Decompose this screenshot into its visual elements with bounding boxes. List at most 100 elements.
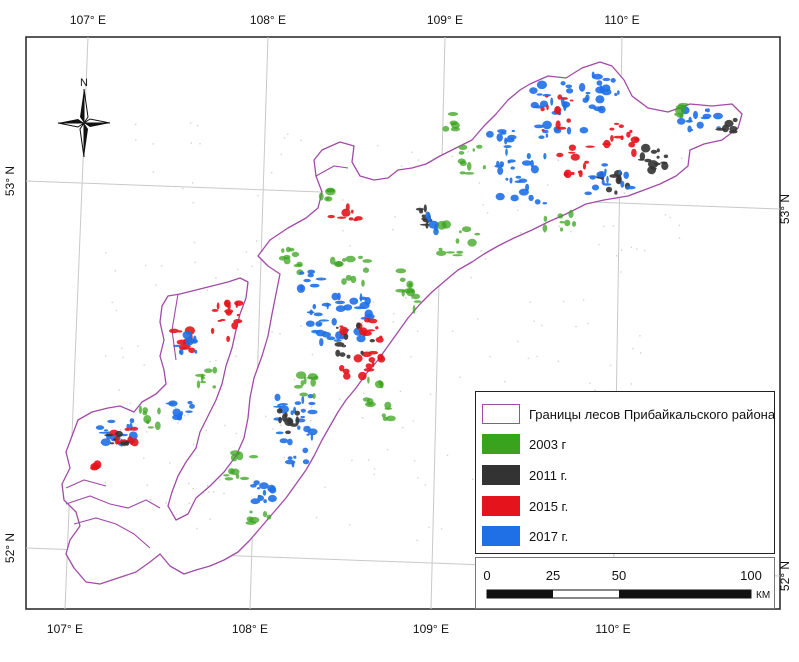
- background-speck: [484, 258, 487, 260]
- legend-label: Границы лесов Прибайкальского района: [529, 406, 776, 422]
- disturbance-patch: [210, 327, 215, 334]
- background-speck: [648, 146, 651, 148]
- background-speck: [582, 299, 585, 301]
- disturbance-patch: [288, 247, 295, 252]
- disturbance-patch: [195, 373, 206, 377]
- disturbance-patch: [610, 78, 616, 83]
- background-speck: [119, 429, 122, 431]
- disturbance-patch: [273, 405, 284, 408]
- disturbance-patch: [315, 277, 327, 281]
- disturbance-patch: [625, 185, 636, 190]
- background-speck: [245, 251, 248, 253]
- disturbance-patch: [367, 376, 370, 384]
- disturbance-patch: [249, 510, 253, 514]
- background-speck: [235, 432, 237, 435]
- background-speck: [205, 429, 207, 432]
- disturbance-patch: [609, 127, 615, 131]
- disturbance-patch: [185, 410, 193, 414]
- disturbance-patch: [554, 106, 562, 115]
- boundary-cut-2: [73, 517, 151, 549]
- background-speck: [184, 414, 186, 417]
- disturbance-patch: [187, 400, 193, 405]
- disturbance-patch: [560, 227, 563, 232]
- disturbance-patch: [696, 121, 704, 129]
- disturbance-patch: [374, 380, 384, 389]
- disturbance-patch: [510, 166, 515, 170]
- background-speck: [446, 454, 449, 457]
- background-speck: [174, 407, 177, 409]
- scale-unit: КМ: [756, 590, 770, 601]
- background-speck: [194, 261, 196, 264]
- disturbance-patch: [550, 97, 554, 106]
- disturbance-patch: [557, 94, 563, 100]
- background-speck: [373, 473, 375, 476]
- disturbance-patch: [623, 171, 629, 179]
- disturbance-patch: [458, 151, 465, 155]
- disturbance-patch: [564, 219, 571, 227]
- disturbance-patch: [441, 220, 451, 229]
- disturbance-patch: [585, 91, 591, 95]
- disturbance-patch: [647, 160, 659, 169]
- background-speck: [324, 486, 326, 489]
- disturbance-patch: [732, 117, 738, 123]
- background-speck: [143, 457, 145, 459]
- disturbance-patch: [267, 484, 276, 493]
- background-speck: [544, 231, 546, 233]
- disturbance-patch: [601, 179, 605, 185]
- background-speck: [411, 151, 413, 153]
- disturbance-patch: [335, 326, 339, 329]
- top-lon-label-109: 109° E: [427, 13, 463, 27]
- disturbance-patch: [276, 408, 283, 414]
- disturbance-patch: [359, 327, 368, 336]
- background-speck: [300, 139, 302, 142]
- disturbance-patch: [299, 271, 305, 275]
- background-speck: [411, 298, 413, 300]
- disturbance-patch: [194, 349, 198, 354]
- disturbance-patch: [310, 433, 314, 441]
- legend-swatch-2017: [482, 526, 520, 546]
- background-speck: [547, 184, 549, 186]
- top-lon-label-108: 108° E: [250, 13, 286, 27]
- background-speck: [224, 424, 226, 427]
- background-speck: [271, 331, 273, 333]
- disturbance-patch: [306, 433, 310, 436]
- background-speck: [533, 320, 535, 322]
- background-speck: [283, 137, 286, 139]
- disturbance-patch: [536, 93, 543, 96]
- disturbance-patch: [309, 283, 320, 288]
- background-speck: [219, 479, 221, 481]
- disturbance-patch: [285, 430, 291, 435]
- legend-item-2011: 2011 г.: [482, 463, 567, 487]
- disturbance-patch: [447, 112, 459, 116]
- scale-tick-100: 100: [740, 568, 762, 583]
- disturbance-patch: [303, 425, 311, 433]
- disturbance-patch: [291, 251, 300, 258]
- disturbance-patch: [543, 215, 548, 222]
- disturbance-patch: [256, 487, 261, 490]
- background-speck: [630, 383, 632, 385]
- north-arrow-needle-e-light: [82, 118, 111, 124]
- background-speck: [393, 313, 395, 315]
- background-speck: [331, 148, 334, 151]
- disturbance-patch: [180, 411, 183, 416]
- background-speck: [311, 353, 314, 356]
- disturbance-patch: [620, 180, 625, 188]
- disturbance-patch: [504, 137, 508, 145]
- background-speck: [529, 301, 531, 303]
- disturbance-patch: [326, 336, 336, 341]
- disturbance-patch: [325, 187, 336, 196]
- disturbance-patch: [425, 222, 429, 229]
- disturbance-patch: [295, 416, 300, 426]
- north-arrow-label: N: [80, 77, 88, 89]
- disturbance-patch: [650, 149, 658, 154]
- disturbance-patch: [318, 319, 330, 322]
- disturbance-patch: [497, 166, 504, 175]
- disturbance-patch: [415, 207, 424, 211]
- disturbance-patch: [331, 318, 337, 326]
- background-speck: [283, 456, 286, 459]
- north-arrow-needle-n: [80, 89, 84, 123]
- background-speck: [365, 266, 367, 268]
- disturbance-patch: [363, 368, 375, 372]
- background-speck: [187, 413, 189, 416]
- background-speck: [223, 492, 225, 495]
